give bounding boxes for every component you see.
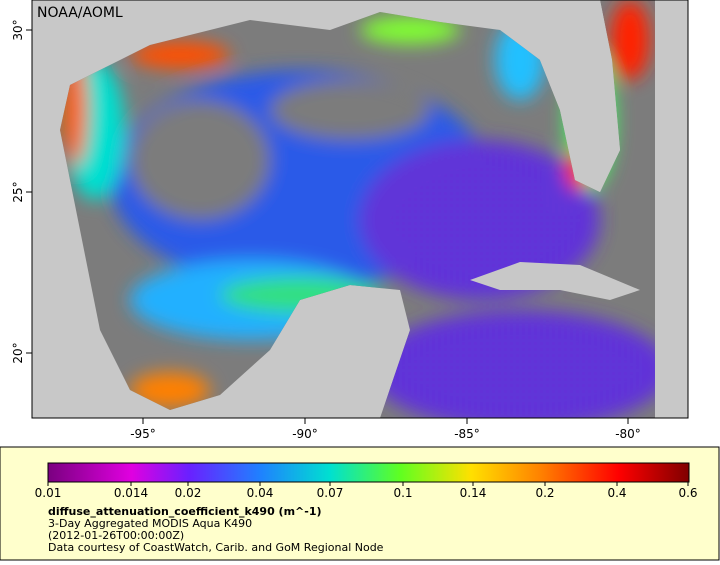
lat-tick-label: 30° [11,19,25,40]
lon-tick-label: -90° [292,427,318,441]
caption-time: (2012-01-26T00:00:00Z) [48,529,184,542]
colorbar-label: 0.1 [393,486,412,500]
colorbar-label: 0.4 [607,486,626,500]
colorbar-label: 0.07 [317,486,344,500]
lon-tick-label: -80° [615,427,641,441]
lon-tick-label: -85° [454,427,480,441]
colorbar-label: 0.02 [175,486,202,500]
lon-axis: -95° -90° -85° -80° [130,418,641,441]
colorbar-label: 0.014 [114,486,148,500]
colorbar-label: 0.04 [247,486,274,500]
lon-tick-label: -95° [130,427,156,441]
caption-variable: diffuse_attenuation_coefficient_k490 (m^… [48,505,322,518]
colorbar [47,462,690,483]
colorbar-label: 0.14 [460,486,487,500]
caption-product: 3-Day Aggregated MODIS Aqua K490 [48,517,252,530]
lat-axis: 20° 25° 30° [11,19,32,364]
florida [540,0,620,192]
caption-source: Data courtesy of CoastWatch, Carib. and … [48,541,384,554]
map-frame [31,0,689,419]
credit: NOAA/AOML [37,5,123,21]
cuba [470,262,640,300]
lat-tick-label: 20° [11,342,25,363]
colorbar-label: 0.2 [535,486,554,500]
lat-tick-label: 25° [11,181,25,202]
colorbar-labels: 0.01 0.014 0.02 0.04 0.07 0.1 0.14 0.2 0.4 0.6 [35,482,698,500]
colorbar-label: 0.01 [35,486,62,500]
map-area [32,0,688,418]
colorbar-label: 0.6 [678,486,697,500]
